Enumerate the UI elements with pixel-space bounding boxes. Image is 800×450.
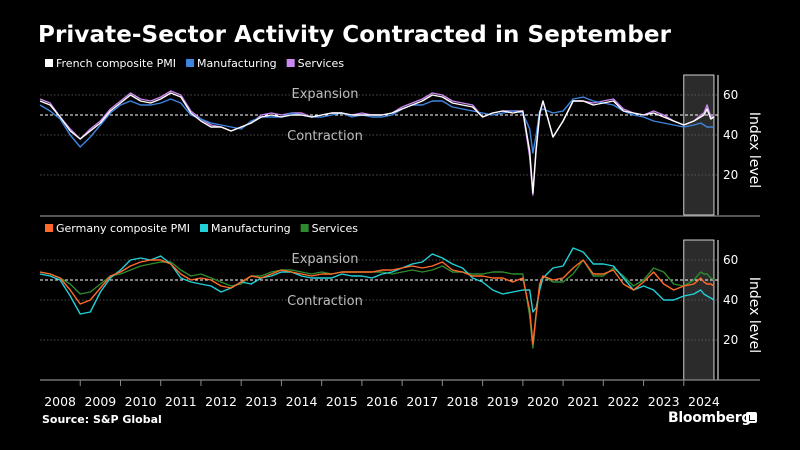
x-tick-label: 2015 [326, 394, 358, 409]
legend-label-fr_manufacturing: Manufacturing [197, 57, 277, 70]
shaded-region [683, 239, 715, 381]
annotation-contraction: Contraction [287, 294, 363, 309]
annotation-expansion: Expansion [292, 252, 359, 267]
y-axis-label: Index level [746, 277, 762, 353]
brand-logo: Bloomberg [668, 410, 752, 426]
x-tick-label: 2024 [688, 394, 720, 409]
y-tick-label: 40 [723, 128, 738, 142]
legend-label-de_manufacturing: Manufacturing [211, 222, 291, 235]
legend-label-de_services: Services [312, 222, 359, 235]
x-tick-label: 2017 [406, 394, 438, 409]
x-tick-label: 2020 [527, 394, 559, 409]
legend-label-fr_services: Services [298, 57, 345, 70]
annotation-contraction: Contraction [287, 129, 363, 144]
series-line-de_manufacturing [39, 247, 715, 315]
x-tick-label: 2009 [84, 394, 116, 409]
source-note: Source: S&P Global [42, 413, 162, 426]
y-tick-label: 20 [723, 333, 738, 347]
legend-swatch-de_manufacturing [200, 224, 208, 232]
y-tick-label: 60 [723, 253, 738, 267]
x-tick-label: 2011 [165, 394, 197, 409]
legend-swatch-fr_manufacturing [186, 59, 195, 67]
y-tick-label: 60 [723, 88, 738, 102]
x-tick-label: 2014 [286, 394, 318, 409]
brand-icon [746, 412, 757, 423]
x-tick-label: 2022 [608, 394, 640, 409]
series-line-composite [39, 92, 715, 194]
y-axis-label: Index level [746, 112, 762, 188]
x-tick-label: 2013 [245, 394, 277, 409]
legend-swatch-composite [45, 59, 53, 67]
series-line-de_composite [39, 259, 715, 345]
x-tick-label: 2023 [648, 394, 680, 409]
legend-swatch-fr_services [286, 59, 295, 67]
legend-swatch-de_composite [45, 224, 53, 232]
chart-title: Private-Sector Activity Contracted in Se… [38, 22, 672, 48]
shaded-region [683, 74, 715, 216]
x-tick-label: 2010 [125, 394, 157, 409]
legend-label-de_composite: Germany composite PMI [56, 222, 190, 235]
y-tick-label: 20 [723, 168, 738, 182]
series-line-fr_services [39, 90, 714, 196]
legend-swatch-de_services [300, 224, 309, 232]
x-tick-label: 2008 [44, 394, 76, 409]
legend-label-composite: French composite PMI [56, 57, 176, 70]
x-tick-label: 2021 [567, 394, 599, 409]
annotation-expansion: Expansion [292, 87, 359, 102]
series-line-fr_manufacturing [39, 96, 714, 154]
x-tick-label: 2012 [205, 394, 237, 409]
x-tick-label: 2016 [366, 394, 398, 409]
x-tick-label: 2019 [487, 394, 519, 409]
y-tick-label: 40 [723, 293, 738, 307]
x-tick-label: 2018 [447, 394, 479, 409]
series-line-de_services [39, 259, 715, 349]
